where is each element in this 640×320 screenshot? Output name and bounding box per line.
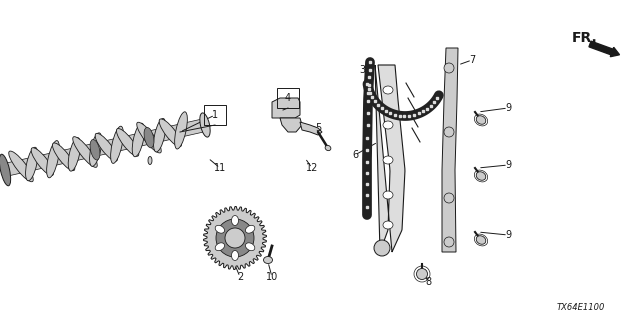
Ellipse shape — [232, 215, 239, 226]
Polygon shape — [204, 206, 266, 269]
Ellipse shape — [68, 138, 81, 171]
Ellipse shape — [159, 119, 182, 147]
Ellipse shape — [144, 127, 154, 148]
Text: 3: 3 — [359, 65, 365, 75]
Polygon shape — [4, 119, 207, 176]
Ellipse shape — [116, 129, 139, 156]
Ellipse shape — [90, 140, 100, 160]
Text: 10: 10 — [266, 272, 278, 282]
Text: 7: 7 — [469, 55, 475, 65]
Ellipse shape — [52, 143, 75, 171]
Ellipse shape — [264, 257, 273, 263]
Bar — [204, 105, 226, 125]
Ellipse shape — [31, 148, 54, 175]
Ellipse shape — [383, 121, 393, 129]
Ellipse shape — [137, 122, 161, 153]
Ellipse shape — [200, 113, 210, 137]
Ellipse shape — [215, 225, 225, 233]
Text: 4: 4 — [285, 93, 291, 103]
Circle shape — [444, 237, 454, 247]
Ellipse shape — [215, 243, 225, 251]
Text: 5: 5 — [315, 123, 321, 133]
Ellipse shape — [246, 243, 255, 251]
Polygon shape — [280, 118, 302, 132]
Ellipse shape — [0, 154, 11, 186]
Ellipse shape — [383, 86, 393, 94]
Ellipse shape — [383, 191, 393, 199]
Circle shape — [444, 63, 454, 73]
Circle shape — [417, 268, 428, 279]
Circle shape — [444, 193, 454, 203]
Text: 6: 6 — [352, 150, 358, 160]
Text: 9: 9 — [505, 160, 511, 170]
Ellipse shape — [47, 140, 60, 178]
Ellipse shape — [26, 147, 38, 181]
Ellipse shape — [175, 112, 188, 149]
Text: 12: 12 — [306, 163, 318, 173]
Ellipse shape — [476, 236, 486, 244]
Ellipse shape — [154, 118, 166, 152]
Bar — [277, 88, 299, 108]
Text: 8: 8 — [425, 277, 431, 287]
Polygon shape — [272, 98, 300, 118]
Text: FR.: FR. — [572, 31, 598, 45]
Polygon shape — [375, 65, 405, 252]
Ellipse shape — [95, 133, 118, 161]
Polygon shape — [442, 48, 458, 252]
Text: 1: 1 — [212, 110, 218, 120]
Ellipse shape — [383, 221, 393, 229]
Ellipse shape — [73, 137, 97, 167]
Ellipse shape — [111, 126, 124, 164]
Text: 9: 9 — [505, 230, 511, 240]
Polygon shape — [300, 122, 322, 135]
Ellipse shape — [232, 251, 239, 260]
Ellipse shape — [132, 123, 145, 157]
Ellipse shape — [476, 172, 486, 180]
Circle shape — [216, 219, 254, 257]
FancyArrow shape — [589, 41, 620, 57]
Ellipse shape — [90, 133, 102, 166]
Ellipse shape — [325, 145, 331, 151]
Ellipse shape — [148, 156, 152, 164]
Text: TX64E1100: TX64E1100 — [557, 303, 605, 312]
Ellipse shape — [9, 151, 33, 182]
Circle shape — [444, 127, 454, 137]
Ellipse shape — [246, 225, 255, 233]
Text: 11: 11 — [214, 163, 226, 173]
Text: 2: 2 — [237, 272, 243, 282]
Circle shape — [225, 228, 245, 248]
Text: 9: 9 — [505, 103, 511, 113]
Ellipse shape — [476, 116, 486, 124]
Ellipse shape — [383, 156, 393, 164]
Circle shape — [374, 240, 390, 256]
